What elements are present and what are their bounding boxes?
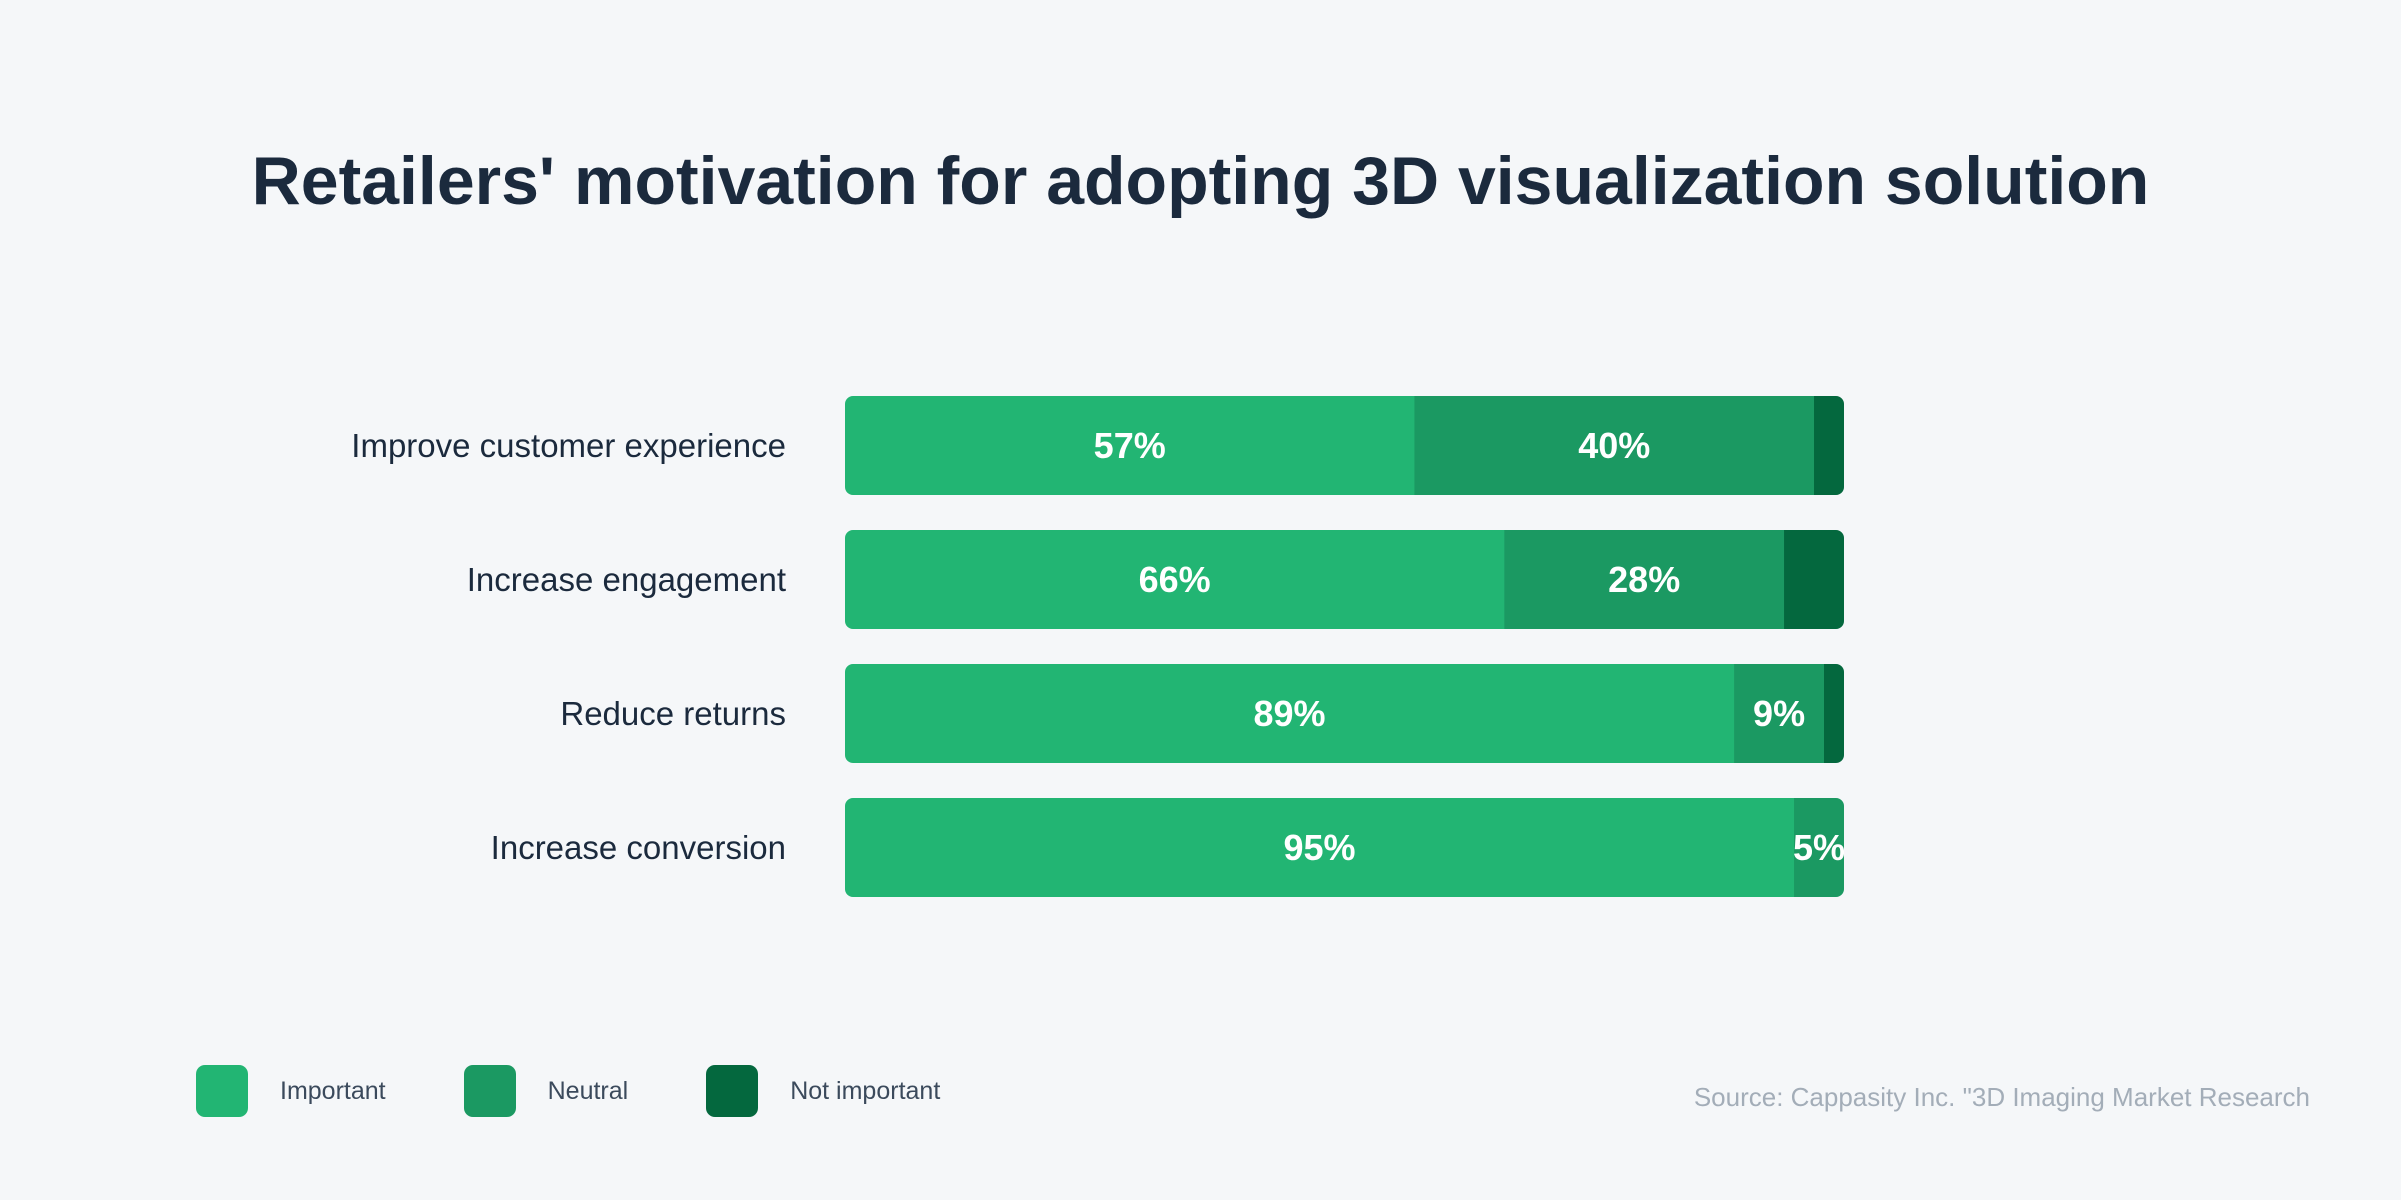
bar-increase-engagement-neutral	[1504, 530, 1785, 629]
bar-improve-customer-experience-neutral	[1414, 396, 1815, 495]
value-label-reduce-returns-neutral: 9%	[1753, 693, 1805, 734]
category-label-improve-customer-experience: Improve customer experience	[351, 427, 786, 464]
bar-increase-engagement-not-important	[1784, 530, 1844, 629]
value-label-reduce-returns-important: 89%	[1254, 693, 1326, 734]
bar-reduce-returns-important	[845, 664, 1735, 763]
bar-improve-customer-experience-important	[845, 396, 1415, 495]
bar-group-improve-customer-experience	[845, 396, 1844, 495]
category-label-reduce-returns: Reduce returns	[560, 695, 786, 732]
value-label-increase-conversion-important: 95%	[1283, 827, 1355, 868]
bar-increase-conversion-important	[845, 798, 1795, 897]
legend-item-important: Important	[196, 1065, 386, 1117]
value-label-improve-customer-experience-important: 57%	[1094, 425, 1166, 466]
stacked-bar-chart: Improve customer experience 57% 40% Increas…	[351, 396, 1845, 897]
value-label-increase-engagement-neutral: 28%	[1608, 559, 1680, 600]
legend-item-not-important: Not important	[706, 1065, 940, 1117]
legend: Important Neutral Not important	[196, 1065, 1018, 1117]
legend-label-neutral: Neutral	[547, 1076, 629, 1105]
bar-reduce-returns-not-important	[1824, 664, 1844, 763]
legend-swatch-neutral	[463, 1065, 516, 1117]
legend-label-important: Important	[280, 1076, 386, 1105]
bar-group-increase-engagement	[845, 530, 1844, 629]
value-label-increase-conversion-neutral: 5%	[1793, 827, 1845, 868]
legend-label-not-important: Not important	[790, 1076, 941, 1105]
category-label-increase-conversion: Increase conversion	[491, 829, 786, 866]
bar-group-reduce-returns	[845, 664, 1844, 763]
source-note: Source: Cappasity Inc. "3D Imaging Marke…	[1693, 1082, 2310, 1112]
bar-increase-conversion-neutral	[1794, 798, 1844, 897]
bar-improve-customer-experience-not-important	[1814, 396, 1844, 495]
chart-title: Retailers' motivation for adopting 3D vi…	[251, 143, 2150, 219]
bar-reduce-returns-neutral	[1734, 664, 1825, 763]
legend-swatch-important	[196, 1065, 248, 1117]
category-label-increase-engagement: Increase engagement	[467, 561, 786, 598]
value-label-increase-engagement-important: 66%	[1139, 559, 1211, 600]
value-label-improve-customer-experience-neutral: 40%	[1578, 425, 1650, 466]
bar-group-increase-conversion	[845, 798, 1844, 897]
bar-increase-engagement-important	[845, 530, 1505, 629]
legend-swatch-not-important	[706, 1065, 759, 1117]
legend-item-neutral: Neutral	[463, 1065, 629, 1117]
